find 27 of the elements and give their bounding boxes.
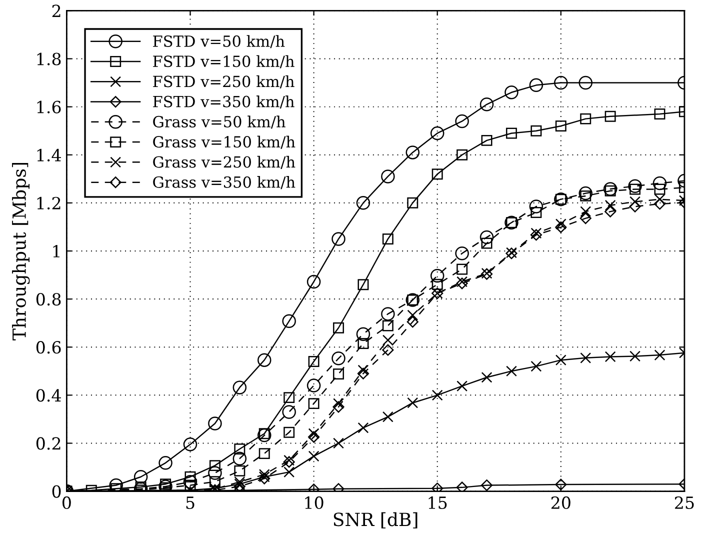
y-tick-label: 0 [52, 485, 61, 498]
x-tick-label: 0 [62, 496, 71, 510]
x-tick-label: 20 [551, 496, 570, 510]
x-tick-label: 25 [674, 496, 694, 510]
x-tick-label: 15 [428, 496, 447, 510]
y-tick-label: 0.8 [36, 293, 61, 306]
y-tick-label: 1.2 [37, 196, 60, 210]
legend-label: FSTD v=350 km/h [153, 96, 294, 109]
legend-label: FSTD v=250 km/h [153, 75, 294, 88]
y-tick-label: 1.4 [37, 148, 61, 162]
y-tick-label: 0.2 [36, 437, 60, 450]
y-tick-label: 1.6 [37, 100, 61, 114]
legend-label: Grass v=50 km/h [153, 116, 286, 129]
x-tick-label: 10 [305, 496, 324, 510]
legend-label: Grass v=150 km/h [153, 136, 296, 149]
legend-label: Grass v=250 km/h [153, 156, 296, 169]
y-tick-label: 1 [53, 244, 60, 258]
x-tick-label: 5 [186, 496, 194, 510]
legend-label: Grass v=350 km/h [153, 176, 296, 190]
y-tick-label: 2 [52, 4, 60, 18]
legend-label: FSTD v=150 km/h [153, 55, 294, 68]
y-tick-label: 1.8 [37, 52, 61, 66]
y-axis-title: Throughput [Mbps] [12, 162, 30, 340]
y-tick-label: 0.4 [36, 389, 61, 402]
y-tick-label: 0.6 [36, 341, 61, 354]
x-axis-title: SNR [dB] [334, 512, 418, 528]
legend-label: FSTD v=50 km/h [153, 35, 285, 48]
